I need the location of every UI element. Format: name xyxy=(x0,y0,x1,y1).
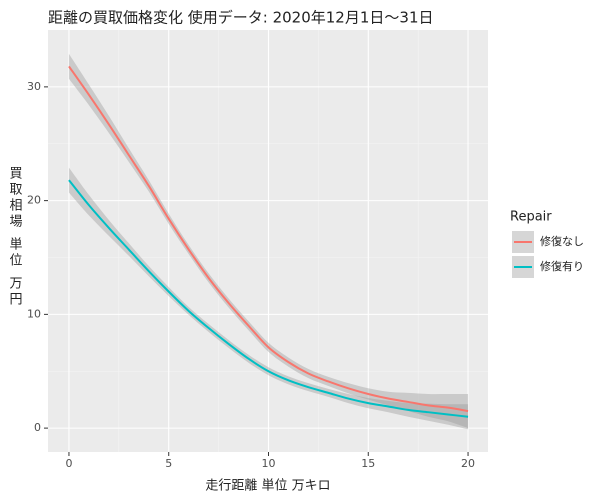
y-axis-title: 買取相場 単位 万円 xyxy=(7,166,23,308)
y-tick-label: 30 xyxy=(27,80,41,93)
y-tick-label: 0 xyxy=(34,421,41,434)
legend-label: 修復なし xyxy=(540,234,584,248)
legend-label: 修復有り xyxy=(540,259,584,273)
x-tick-label: 15 xyxy=(361,457,375,470)
series-line xyxy=(68,179,469,418)
x-tick-label: 0 xyxy=(65,457,72,470)
x-tick-label: 5 xyxy=(165,457,172,470)
chart-title: 距離の買取価格変化 使用データ: 2020年12月1日～31日 xyxy=(48,9,433,27)
x-axis-title: 走行距離 単位 万キロ xyxy=(205,478,330,494)
y-tick-label: 10 xyxy=(27,307,41,320)
series-line xyxy=(68,65,469,413)
x-tick-label: 20 xyxy=(461,457,475,470)
legend-title: Repair xyxy=(510,210,552,225)
y-tick-label: 20 xyxy=(27,194,41,207)
x-tick-label: 10 xyxy=(261,457,275,470)
